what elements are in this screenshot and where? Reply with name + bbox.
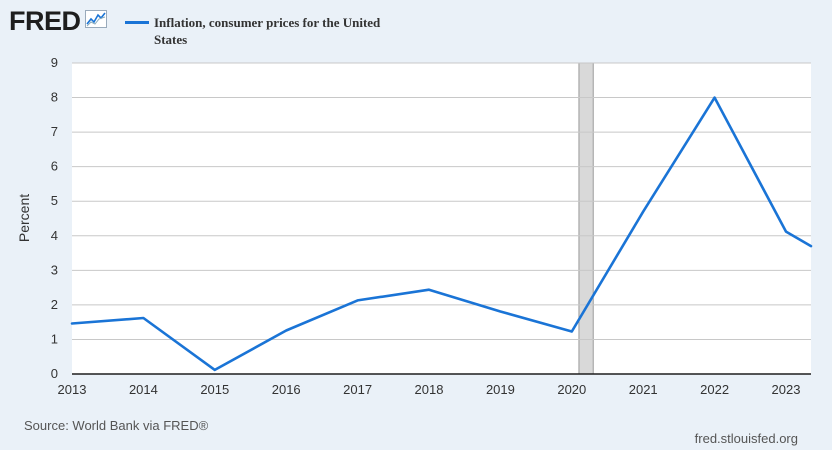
x-tick-label: 2014 [129, 382, 158, 397]
source-note: Source: World Bank via FRED® [24, 418, 209, 433]
y-tick-label: 4 [51, 228, 58, 243]
y-tick-label: 2 [51, 297, 58, 312]
y-tick-label: 7 [51, 124, 58, 139]
x-tick-label: 2016 [272, 382, 301, 397]
recession-band-0 [578, 62, 594, 375]
y-tick-layer: 0 1 2 3 4 5 6 7 8 9 [51, 55, 58, 381]
series-line-0 [70, 96, 813, 372]
x-tick-label: 2015 [200, 382, 229, 397]
x-tick-label: 2017 [343, 382, 372, 397]
x-tick-layer: 2013 2014 2015 2016 2017 2018 2019 2020 2021 2022… [58, 382, 801, 397]
x-tick-label: 2022 [700, 382, 729, 397]
series-layer [70, 96, 813, 372]
fred-logo[interactable]: FRED [9, 6, 107, 36]
site-link[interactable]: fred.stlouisfed.org [694, 431, 798, 446]
fred-logo-text: FRED [9, 6, 81, 36]
y-tick-label: 3 [51, 262, 58, 277]
y-tick-label: 5 [51, 193, 58, 208]
legend-swatch [125, 21, 149, 24]
y-tick-label: 0 [51, 366, 58, 381]
line-chart-icon [84, 9, 107, 33]
chart-legend: Inflation, consumer prices for the Unite… [125, 14, 404, 48]
y-tick-label: 6 [51, 159, 58, 174]
plot-area [72, 63, 811, 374]
x-tick-label: 2013 [58, 382, 87, 397]
recession-layer [578, 62, 594, 375]
y-tick-label: 9 [51, 55, 58, 70]
x-tick-label: 2018 [415, 382, 444, 397]
legend-label: Inflation, consumer prices for the Unite… [154, 15, 381, 47]
x-tick-label: 2023 [772, 382, 801, 397]
x-tick-label: 2019 [486, 382, 515, 397]
x-tick-label: 2020 [557, 382, 586, 397]
y-tick-label: 1 [51, 331, 58, 346]
y-tick-label: 8 [51, 90, 58, 105]
grid-layer [72, 62, 811, 375]
x-tick-label: 2021 [629, 382, 658, 397]
